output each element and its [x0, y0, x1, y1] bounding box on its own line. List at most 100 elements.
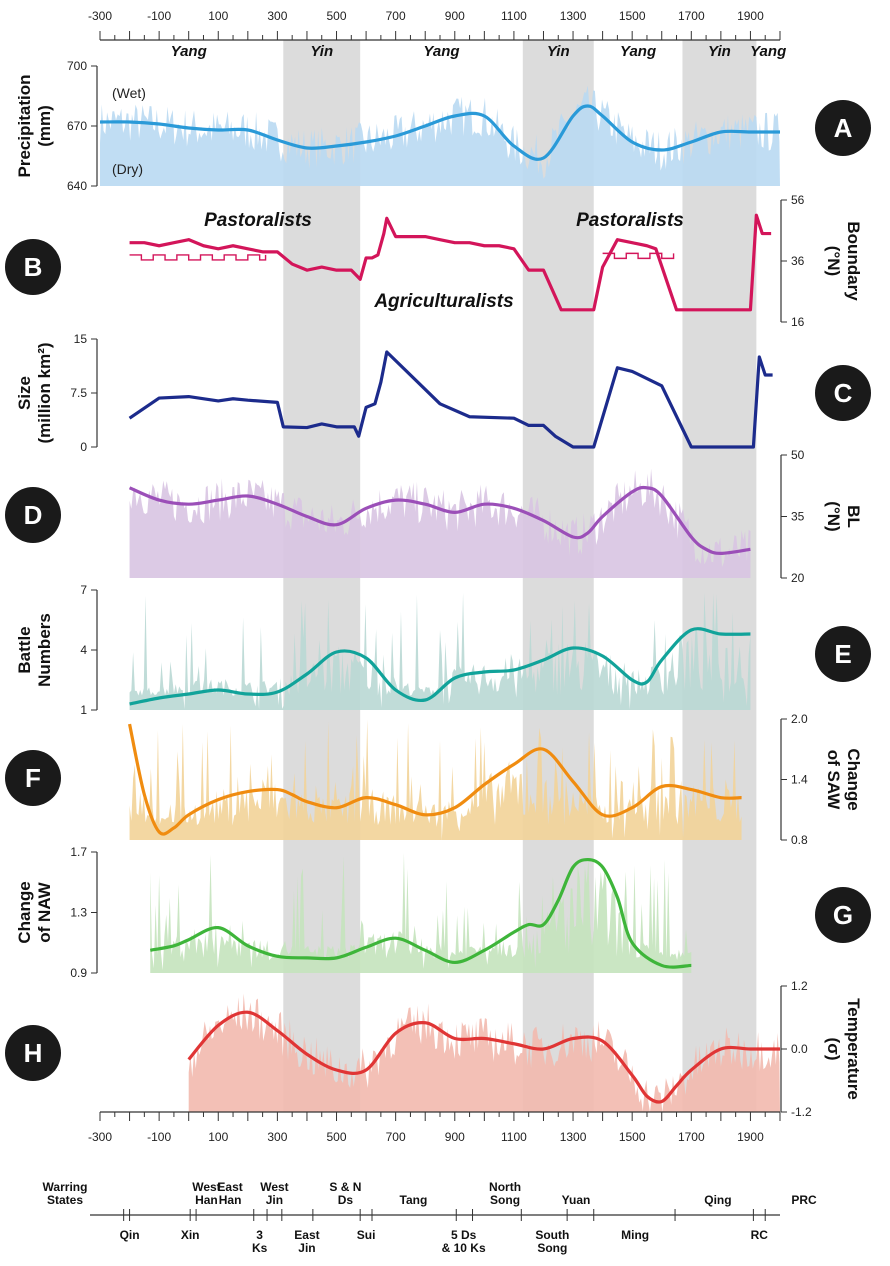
panel-E-y-tick-label: 4	[80, 643, 87, 657]
panel-B-y-label: Boundary(°N)	[824, 221, 863, 301]
panel-B-badge: B	[5, 239, 61, 295]
top-year-axis-tick-label: -300	[88, 9, 112, 23]
panel-E-record-fill	[129, 592, 751, 710]
top-year-axis-tick-label: 900	[445, 9, 465, 23]
top-year-axis-tick-label: 300	[267, 9, 287, 23]
panel-C-y-label: Size (million km²)	[15, 342, 54, 443]
y-label-line: Size	[15, 376, 34, 410]
bottom-year-axis-tick-label: 100	[208, 1130, 228, 1144]
panel-C-y-tick-label: 15	[74, 332, 88, 346]
y-label-line: of SAW	[824, 750, 843, 810]
dynasty-label-bottom: RC	[751, 1228, 769, 1242]
panel-D-record-fill	[129, 468, 751, 578]
y-label-line: Numbers	[35, 613, 54, 687]
top-year-axis-tick-label: 1300	[560, 9, 587, 23]
panel-F-series-line	[127, 723, 742, 836]
dynasty-label-top: Han	[195, 1193, 218, 1207]
panel-B-y-tick-label: 36	[791, 254, 805, 268]
panel-D-y-tick-label: 20	[791, 571, 805, 585]
top-year-axis-tick-label: 1100	[501, 9, 527, 23]
panel-B-y-tick-label: 16	[791, 315, 805, 329]
badge-circle	[5, 487, 61, 543]
panel-H-series-line	[187, 1010, 780, 1104]
bottom-year-axis-tick-label: 900	[445, 1130, 465, 1144]
badge-letter: E	[834, 639, 851, 669]
y-label-line: (million km²)	[35, 342, 54, 443]
dynasty-label-bottom: Ks	[252, 1241, 268, 1255]
panel-H-y-tick-label: -1.2	[791, 1105, 812, 1119]
phase-label: Yang	[171, 43, 207, 60]
panel-D-y-label: BL(°N)	[824, 501, 863, 531]
badge-circle	[815, 100, 871, 156]
top-year-axis-tick-label: 500	[327, 9, 347, 23]
annotation-pastoralists: Pastoralists	[576, 210, 684, 231]
panel-D-y-tick-label: 50	[791, 448, 805, 462]
badge-letter: H	[24, 1038, 43, 1068]
bottom-year-axis-tick-label: 1900	[737, 1130, 764, 1144]
axes: -300 -100 100 300 500 700 900 1100 1300 1500 1700 1…	[67, 9, 812, 1144]
phase-label: Yin	[310, 43, 333, 60]
dynasty-label-top: States	[47, 1193, 83, 1207]
badge-circle	[5, 750, 61, 806]
top-year-axis-tick-label: -100	[147, 9, 171, 23]
dynasty-label-top: North	[489, 1180, 521, 1194]
panel-B-y-tick-label: 56	[791, 193, 805, 207]
panel-F-record-fill	[129, 719, 742, 840]
badge-letter: F	[25, 763, 41, 793]
panel-E-y-label: Battle Numbers	[15, 613, 54, 687]
dynasty-label-bottom: Song	[537, 1241, 567, 1255]
panel-H-record-fill	[188, 993, 780, 1112]
dynasty-label-top: S & N	[329, 1180, 361, 1194]
bottom-year-axis-tick-label: 1700	[678, 1130, 705, 1144]
panel-F-y-tick-label: 1.4	[791, 773, 808, 787]
phase-label: Yang	[750, 43, 786, 60]
panel-E-y-tick-label: 1	[80, 703, 87, 717]
bottom-year-axis-tick-label: -300	[88, 1130, 112, 1144]
dynasty-label-top: Song	[490, 1193, 520, 1207]
panel-G-y-label: Change of NAW	[15, 881, 54, 943]
badge-letter: A	[834, 113, 853, 143]
dynasty-label-top: Qing	[704, 1193, 731, 1207]
panel-A-y-tick-label: 700	[67, 59, 87, 73]
dynasty-label-bottom: 5 Ds	[451, 1228, 477, 1242]
dynasty-label-top: West	[192, 1180, 220, 1194]
badge-letter: G	[833, 900, 853, 930]
panel-badges: A B C D E F G H	[5, 100, 871, 1081]
bottom-year-axis-tick-label: -100	[147, 1130, 171, 1144]
panel-G-y-tick-label: 1.3	[70, 906, 87, 920]
annotation-agriculturalists: Agriculturalists	[373, 291, 513, 312]
bottom-year-axis-tick-label: 300	[267, 1130, 287, 1144]
phase-label: Yin	[708, 43, 731, 60]
y-label-line: (σ)	[824, 1038, 843, 1061]
area-fills	[100, 85, 780, 1112]
y-label-line: Temperature	[844, 998, 863, 1100]
y-label-line: Change	[844, 748, 863, 810]
panel-G-badge: G	[815, 887, 871, 943]
dynasty-label-bottom: Jin	[298, 1241, 315, 1255]
panel-C-y-tick-label: 7.5	[70, 386, 87, 400]
panel-G-series-line	[149, 857, 692, 969]
dynasty-label-bottom: 3	[256, 1228, 263, 1242]
dynasty-label-top: Tang	[400, 1193, 428, 1207]
badge-circle	[815, 626, 871, 682]
panel-E-series-line	[129, 627, 751, 706]
badge-letter: D	[24, 500, 43, 530]
dynasty-label-top: Yuan	[562, 1193, 591, 1207]
panel-A-badge: A	[815, 100, 871, 156]
dynasty-label-top: Warring	[43, 1180, 88, 1194]
top-year-axis-tick-label: 1500	[619, 9, 646, 23]
panel-B-step-marker	[129, 254, 267, 261]
dynasty-label-bottom: South	[535, 1228, 569, 1242]
y-label-line: Change	[15, 881, 34, 943]
annotation-pastoralists: Pastoralists	[204, 210, 312, 231]
top-year-axis-tick-label: 1700	[678, 9, 705, 23]
panel-G-y-tick-label: 0.9	[70, 966, 87, 980]
bottom-year-axis-tick-label: 700	[386, 1130, 406, 1144]
dynasty-label-bottom: & 10 Ks	[442, 1241, 486, 1255]
panel-E-y-tick-label: 7	[80, 583, 87, 597]
annotation-wet: (Wet)	[112, 85, 146, 101]
top-year-axis-tick-label: 100	[208, 9, 228, 23]
